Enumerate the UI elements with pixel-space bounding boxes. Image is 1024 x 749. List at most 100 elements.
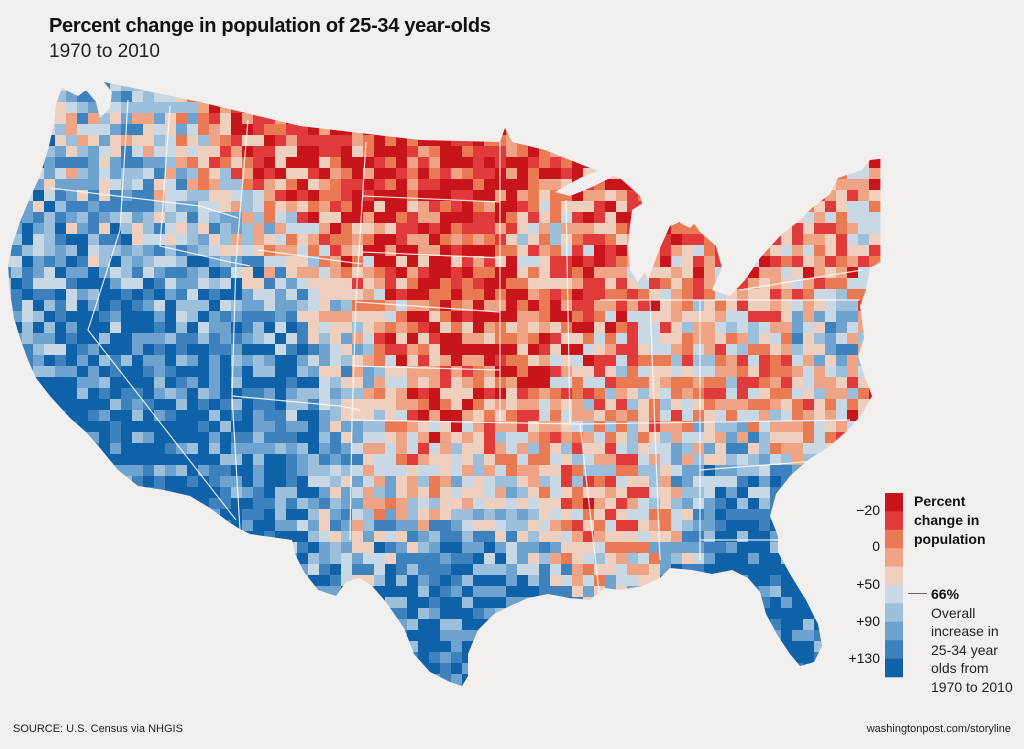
county-cell xyxy=(121,498,133,510)
county-cell xyxy=(231,366,243,378)
county-cell xyxy=(792,190,804,202)
county-cell xyxy=(176,102,188,114)
county-cell xyxy=(209,432,221,444)
county-cell xyxy=(638,465,650,477)
county-cell xyxy=(407,443,419,455)
county-cell xyxy=(242,82,254,92)
county-cell xyxy=(803,234,815,246)
county-cell xyxy=(99,575,111,587)
county-cell xyxy=(440,223,452,235)
county-cell xyxy=(352,201,364,213)
county-cell xyxy=(418,135,430,147)
county-cell xyxy=(77,91,89,103)
county-cell xyxy=(451,168,463,180)
county-cell xyxy=(330,454,342,466)
county-cell xyxy=(737,91,749,103)
county-cell xyxy=(803,135,815,147)
county-cell xyxy=(363,146,375,158)
county-cell xyxy=(231,531,243,543)
county-cell xyxy=(66,641,78,653)
county-cell xyxy=(22,432,34,444)
county-cell xyxy=(704,575,716,587)
county-cell xyxy=(242,223,254,235)
county-cell xyxy=(869,487,881,499)
county-cell xyxy=(836,685,848,686)
county-cell xyxy=(869,410,881,422)
county-cell xyxy=(660,531,672,543)
county-cell xyxy=(462,542,474,554)
county-cell xyxy=(308,454,320,466)
county-cell xyxy=(220,190,232,202)
county-cell xyxy=(308,432,320,444)
county-cell xyxy=(704,212,716,224)
county-cell xyxy=(605,685,617,686)
county-cell xyxy=(385,696,396,707)
county-cell xyxy=(759,124,771,136)
county-cell xyxy=(616,377,628,389)
county-cell xyxy=(616,432,628,444)
county-cell xyxy=(616,355,628,367)
county-cell xyxy=(374,597,386,609)
county-cell xyxy=(539,575,551,587)
county-cell xyxy=(594,289,606,301)
county-cell xyxy=(825,333,837,345)
county-cell xyxy=(627,399,639,411)
county-cell xyxy=(440,91,452,103)
county-cell xyxy=(330,663,342,675)
county-cell xyxy=(440,311,452,323)
county-cell xyxy=(726,454,738,466)
county-cell xyxy=(396,113,408,125)
county-cell xyxy=(220,212,232,224)
county-cell xyxy=(451,82,463,92)
county-cell xyxy=(88,476,100,488)
county-cell xyxy=(319,674,331,686)
county-cell xyxy=(264,355,276,367)
county-cell xyxy=(385,344,397,356)
credit-link[interactable]: washingtonpost.com/storyline xyxy=(866,723,1011,735)
county-cell xyxy=(649,91,661,103)
county-cell xyxy=(825,91,837,103)
county-cell xyxy=(825,520,837,532)
county-cell xyxy=(550,179,562,191)
county-cell xyxy=(561,641,573,653)
county-cell xyxy=(220,674,232,686)
county-cell xyxy=(495,190,507,202)
county-cell xyxy=(715,421,727,433)
county-cell xyxy=(407,322,419,334)
county-cell xyxy=(341,476,353,488)
county-cell xyxy=(649,344,661,356)
county-cell xyxy=(22,399,34,411)
county-cell xyxy=(594,575,606,587)
county-cell xyxy=(154,476,166,488)
county-cell xyxy=(671,421,683,433)
county-cell xyxy=(627,311,639,323)
county-cell xyxy=(88,619,100,631)
county-cell xyxy=(11,410,23,422)
county-cell xyxy=(275,146,287,158)
county-cell xyxy=(462,696,473,707)
county-cell xyxy=(286,223,298,235)
county-cell xyxy=(165,377,177,389)
county-cell xyxy=(825,344,837,356)
county-cell xyxy=(55,685,67,686)
county-cell xyxy=(88,432,100,444)
county-cell xyxy=(396,421,408,433)
county-cell xyxy=(484,179,496,191)
county-cell xyxy=(8,498,12,510)
county-cell xyxy=(594,652,606,664)
county-cell xyxy=(583,124,595,136)
county-cell xyxy=(759,619,771,631)
county-cell xyxy=(209,333,221,345)
county-cell xyxy=(429,564,441,576)
county-cell xyxy=(605,377,617,389)
county-cell xyxy=(825,366,837,378)
county-cell xyxy=(319,619,331,631)
county-cell xyxy=(836,410,848,422)
county-cell xyxy=(330,278,342,290)
county-cell xyxy=(539,267,551,279)
county-cell xyxy=(715,377,727,389)
county-cell xyxy=(715,575,727,587)
county-cell xyxy=(297,685,309,686)
county-cell xyxy=(484,696,495,707)
county-cell xyxy=(539,179,551,191)
